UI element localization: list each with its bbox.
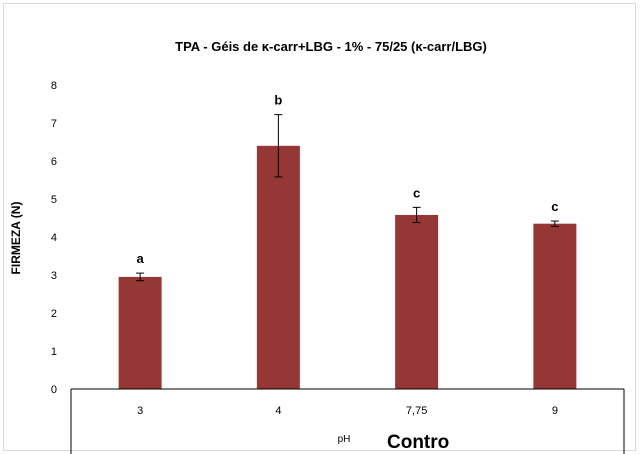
data-label: b [274,93,282,108]
data-label: a [137,251,145,266]
x-tick-label: 4 [275,405,281,417]
chart-frame [3,3,636,451]
x-tick-label: 9 [552,405,558,417]
y-axis-ticks: 0 1 2 3 4 5 6 7 8 [51,80,57,396]
bars: a b c c [118,93,577,389]
y-axis-label: FIRMEZA (N) [9,202,23,275]
x-axis-label: pH [338,434,351,445]
overlay-text: Contro [387,432,449,453]
bar [533,223,577,389]
y-tick-label: 2 [51,308,57,320]
x-axis-ticks: 3 4 7,75 9 [137,405,558,417]
y-tick-label: 8 [51,80,57,92]
bar [256,145,300,389]
y-tick-label: 5 [51,194,57,206]
y-tick-label: 1 [51,346,57,358]
y-tick-label: 4 [51,232,57,244]
x-tick-label: 7,75 [406,405,427,417]
chart-title: TPA - Géis de ĸ-carr+LBG - 1% - 75/25 (ĸ… [175,39,487,54]
x-tick-label: 3 [137,405,143,417]
bar [395,214,439,389]
y-tick-label: 3 [51,270,57,282]
data-label: c [551,199,558,214]
bar [118,276,162,389]
y-tick-label: 7 [51,118,57,130]
y-tick-label: 6 [51,156,57,168]
y-tick-label: 0 [51,384,57,396]
data-label: c [413,185,420,200]
